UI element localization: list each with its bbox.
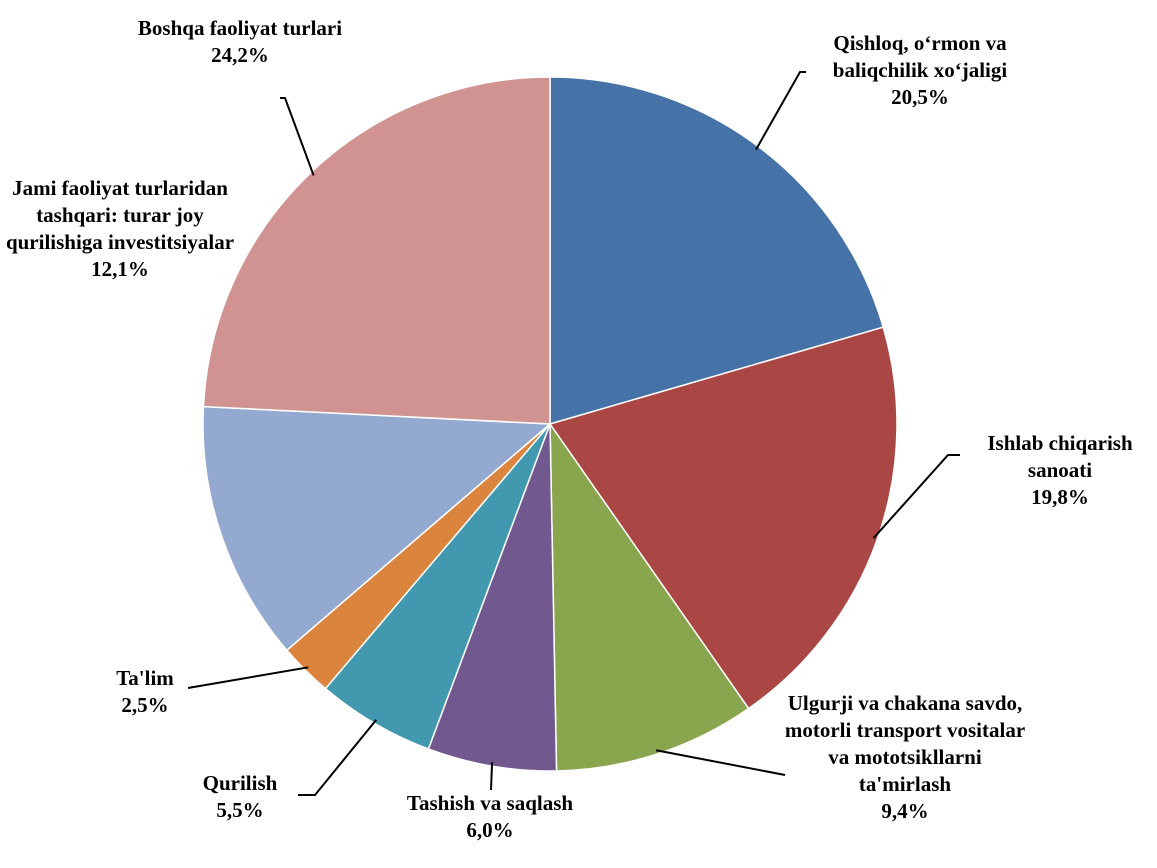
category-name: Boshqa faoliyat turlari	[137, 16, 343, 40]
slice-label: Boshqa faoliyat turlari 24,2%	[135, 15, 345, 69]
slice-label: Tashish va saqlash 6,0%	[370, 790, 610, 844]
category-name: Ulgurji va chakana savdo, motorli transp…	[784, 691, 1026, 796]
category-name: Jami faoliyat turlaridan tashqari: turar…	[5, 176, 235, 254]
leader-line	[280, 97, 315, 176]
category-name: Ishlab chiqarish sanoati	[987, 431, 1133, 482]
slice-label: Ta'lim 2,5%	[85, 665, 205, 719]
value-label: 6,0%	[466, 818, 514, 842]
slice-label: Qurilish 5,5%	[170, 770, 310, 824]
pie-slice	[202, 405, 552, 652]
leader-line	[655, 749, 786, 776]
category-name: Ta'lim	[116, 666, 174, 690]
category-name: Qurilish	[202, 771, 278, 795]
leader-line	[187, 666, 309, 689]
value-label: 9,4%	[881, 799, 929, 823]
slice-label: Jami faoliyat turlaridan tashqari: turar…	[5, 175, 235, 283]
value-label: 19,8%	[1031, 485, 1089, 509]
leader-line	[755, 71, 806, 151]
value-label: 24,2%	[211, 43, 269, 67]
category-name: Tashish va saqlash	[406, 791, 574, 815]
value-label: 2,5%	[121, 693, 169, 717]
value-label: 20,5%	[891, 85, 949, 109]
slice-label: Qishloq, o‘rmon va baliqchilik xo‘jaligi…	[790, 30, 1050, 111]
leader-line	[872, 454, 960, 539]
leader-line	[298, 719, 378, 796]
category-name: Qishloq, o‘rmon va baliqchilik xo‘jaligi	[832, 31, 1008, 82]
slice-label: Ulgurji va chakana savdo, motorli transp…	[780, 690, 1030, 825]
pie-slice	[549, 421, 750, 772]
pie-slice	[548, 326, 898, 710]
leader-line	[490, 762, 494, 791]
value-label: 5,5%	[216, 798, 264, 822]
pie-slice	[202, 76, 551, 425]
slice-label: Ishlab chiqarish sanoati 19,8%	[965, 430, 1155, 511]
value-label: 12,1%	[91, 257, 149, 281]
